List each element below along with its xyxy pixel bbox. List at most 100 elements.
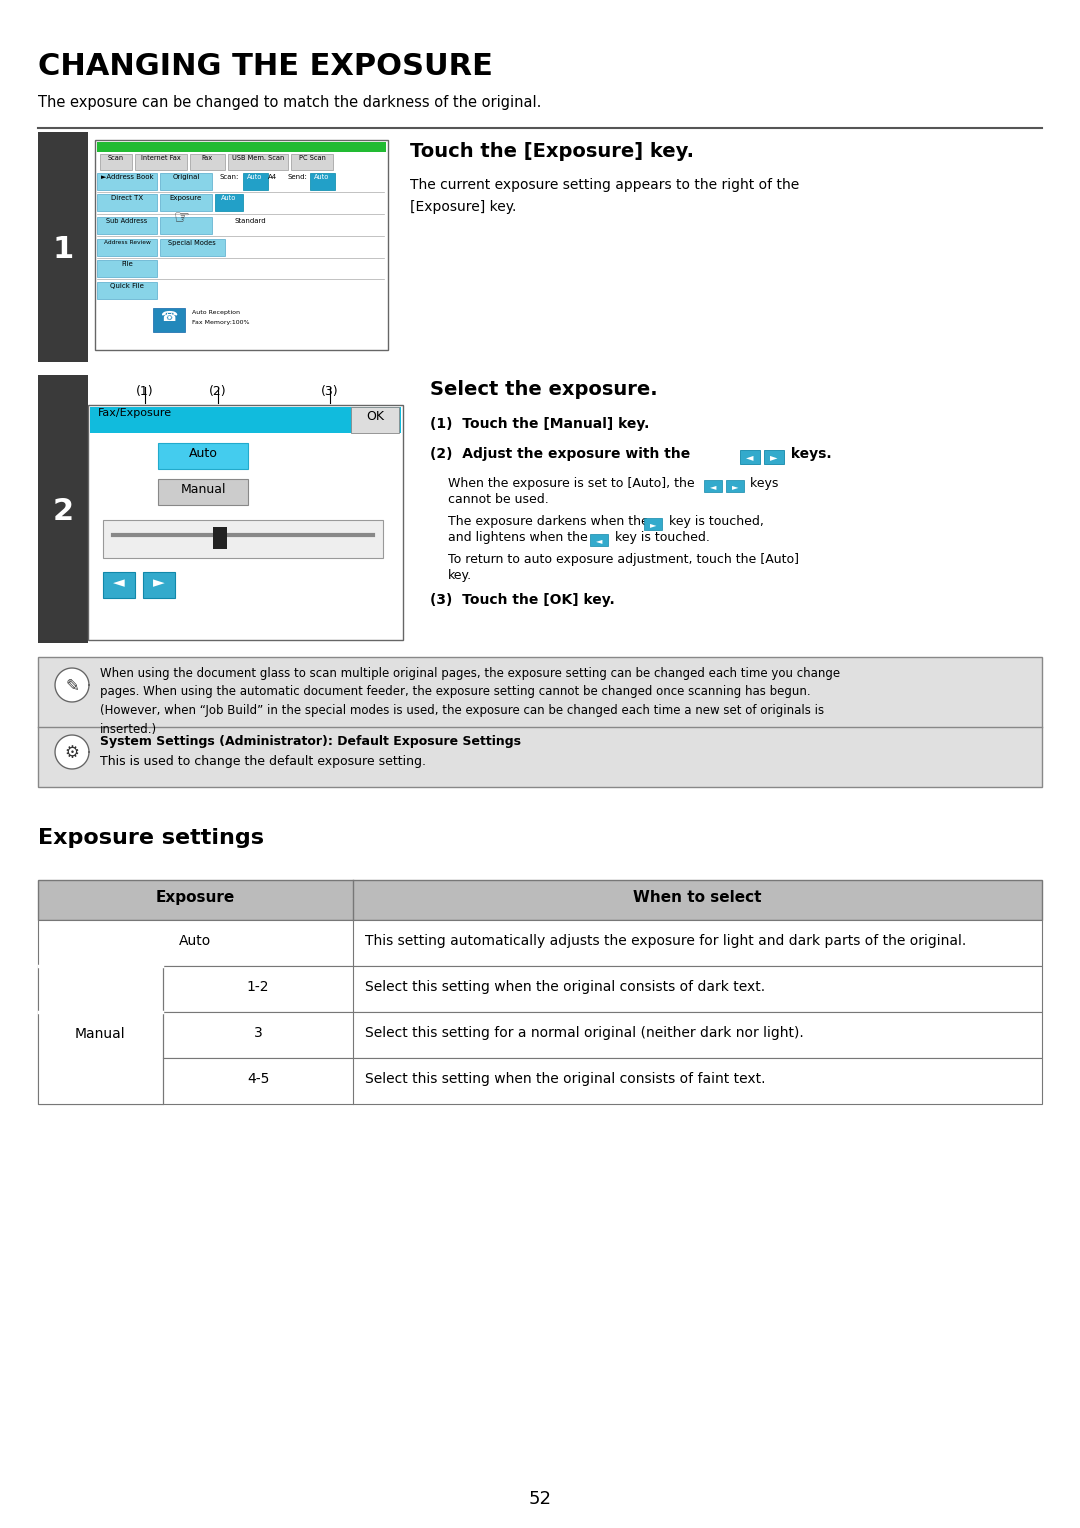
Bar: [103, 520, 383, 558]
Text: Select this setting for a normal original (neither dark nor light).: Select this setting for a normal origina…: [365, 1025, 804, 1041]
Text: ►Address Book: ►Address Book: [100, 174, 153, 180]
Text: A4: A4: [269, 174, 278, 180]
Bar: [351, 406, 399, 432]
Text: The current exposure setting appears to the right of the
[Exposure] key.: The current exposure setting appears to …: [410, 177, 799, 214]
Bar: [213, 527, 227, 549]
Text: key is touched,: key is touched,: [665, 515, 764, 529]
Text: ◄: ◄: [596, 536, 603, 545]
Bar: [704, 480, 723, 492]
Text: To return to auto exposure adjustment, touch the [Auto]: To return to auto exposure adjustment, t…: [448, 553, 799, 565]
Text: Original: Original: [173, 174, 200, 180]
Text: (2)  Adjust the exposure with the: (2) Adjust the exposure with the: [430, 448, 690, 461]
Bar: [135, 154, 187, 170]
Bar: [38, 1012, 1042, 1057]
Text: Exposure: Exposure: [170, 196, 202, 202]
Text: Auto: Auto: [247, 174, 262, 180]
Text: Fax/Exposure: Fax/Exposure: [98, 408, 172, 419]
Bar: [38, 880, 1042, 920]
Bar: [190, 154, 225, 170]
Bar: [228, 154, 288, 170]
Bar: [38, 657, 1042, 787]
Text: Select the exposure.: Select the exposure.: [430, 380, 658, 399]
Bar: [291, 154, 333, 170]
Bar: [726, 480, 744, 492]
Text: CHANGING THE EXPOSURE: CHANGING THE EXPOSURE: [38, 52, 492, 81]
Text: 2: 2: [53, 497, 73, 526]
Text: Auto: Auto: [314, 174, 329, 180]
Text: (1)  Touch the [Manual] key.: (1) Touch the [Manual] key.: [430, 417, 649, 431]
Text: When the exposure is set to [Auto], the: When the exposure is set to [Auto], the: [448, 477, 694, 490]
Text: 3: 3: [254, 1025, 262, 1041]
Bar: [97, 283, 157, 299]
Text: key is touched.: key is touched.: [611, 532, 710, 544]
Text: ◄: ◄: [710, 481, 716, 490]
Text: System Settings (Administrator): Default Exposure Settings: System Settings (Administrator): Default…: [100, 735, 521, 749]
Text: ☞: ☞: [174, 208, 190, 226]
Bar: [103, 571, 135, 597]
Text: keys: keys: [746, 477, 779, 490]
Text: ⚙: ⚙: [65, 744, 80, 762]
Text: Sub Address: Sub Address: [106, 219, 148, 225]
Text: When using the document glass to scan multiple original pages, the exposure sett: When using the document glass to scan mu…: [100, 668, 840, 735]
Bar: [97, 142, 386, 151]
Bar: [740, 451, 760, 465]
Text: (1): (1): [136, 385, 153, 397]
Bar: [160, 194, 212, 211]
Text: 1: 1: [52, 235, 73, 264]
Text: (2): (2): [210, 385, 227, 397]
Text: Select this setting when the original consists of dark text.: Select this setting when the original co…: [365, 979, 765, 995]
Bar: [38, 966, 1042, 1012]
Bar: [38, 1057, 1042, 1105]
Text: Quick File: Quick File: [110, 283, 144, 289]
Text: ◄: ◄: [113, 575, 125, 590]
Bar: [38, 374, 87, 643]
Text: ►: ►: [770, 452, 778, 461]
Bar: [38, 131, 87, 362]
Text: cannot be used.: cannot be used.: [448, 494, 549, 506]
Bar: [243, 173, 268, 189]
Text: (3)  Touch the [OK] key.: (3) Touch the [OK] key.: [430, 593, 615, 607]
Text: Fax Memory:100%: Fax Memory:100%: [192, 319, 249, 325]
Text: Send:: Send:: [287, 174, 307, 180]
Text: (3): (3): [321, 385, 339, 397]
Text: When to select: When to select: [633, 889, 761, 905]
Text: Select this setting when the original consists of faint text.: Select this setting when the original co…: [365, 1073, 766, 1086]
Text: ☎: ☎: [160, 310, 177, 324]
Bar: [215, 194, 243, 211]
Text: and lightens when the: and lightens when the: [448, 532, 588, 544]
Bar: [153, 309, 185, 332]
Text: ✎: ✎: [65, 677, 79, 695]
Text: Scan:: Scan:: [220, 174, 240, 180]
Text: Auto: Auto: [221, 196, 237, 202]
Text: ►: ►: [650, 520, 657, 529]
Text: USB Mem. Scan: USB Mem. Scan: [232, 154, 284, 160]
Bar: [160, 238, 225, 257]
Bar: [160, 217, 212, 234]
Bar: [160, 173, 212, 189]
Bar: [95, 141, 388, 350]
Text: This setting automatically adjusts the exposure for light and dark parts of the : This setting automatically adjusts the e…: [365, 934, 967, 947]
Text: 52: 52: [528, 1490, 552, 1508]
Bar: [97, 173, 157, 189]
Text: Special Modes: Special Modes: [168, 240, 216, 246]
Bar: [310, 173, 335, 189]
Text: Touch the [Exposure] key.: Touch the [Exposure] key.: [410, 142, 694, 160]
Text: File: File: [121, 261, 133, 267]
Text: Manual: Manual: [180, 483, 226, 497]
Text: Address Review: Address Review: [104, 240, 150, 244]
Text: Auto: Auto: [179, 934, 211, 947]
Text: Auto Reception: Auto Reception: [192, 310, 240, 315]
Bar: [644, 518, 662, 530]
Bar: [97, 238, 157, 257]
Text: Internet Fax: Internet Fax: [141, 154, 180, 160]
Text: PC Scan: PC Scan: [298, 154, 325, 160]
Bar: [97, 260, 157, 277]
Text: Standard: Standard: [234, 219, 266, 225]
Text: Manual: Manual: [75, 1027, 125, 1041]
Bar: [38, 920, 1042, 966]
Text: Exposure settings: Exposure settings: [38, 828, 264, 848]
Polygon shape: [55, 735, 89, 769]
Bar: [158, 443, 248, 469]
Text: This is used to change the default exposure setting.: This is used to change the default expos…: [100, 755, 426, 769]
Text: The exposure darkens when the: The exposure darkens when the: [448, 515, 649, 529]
